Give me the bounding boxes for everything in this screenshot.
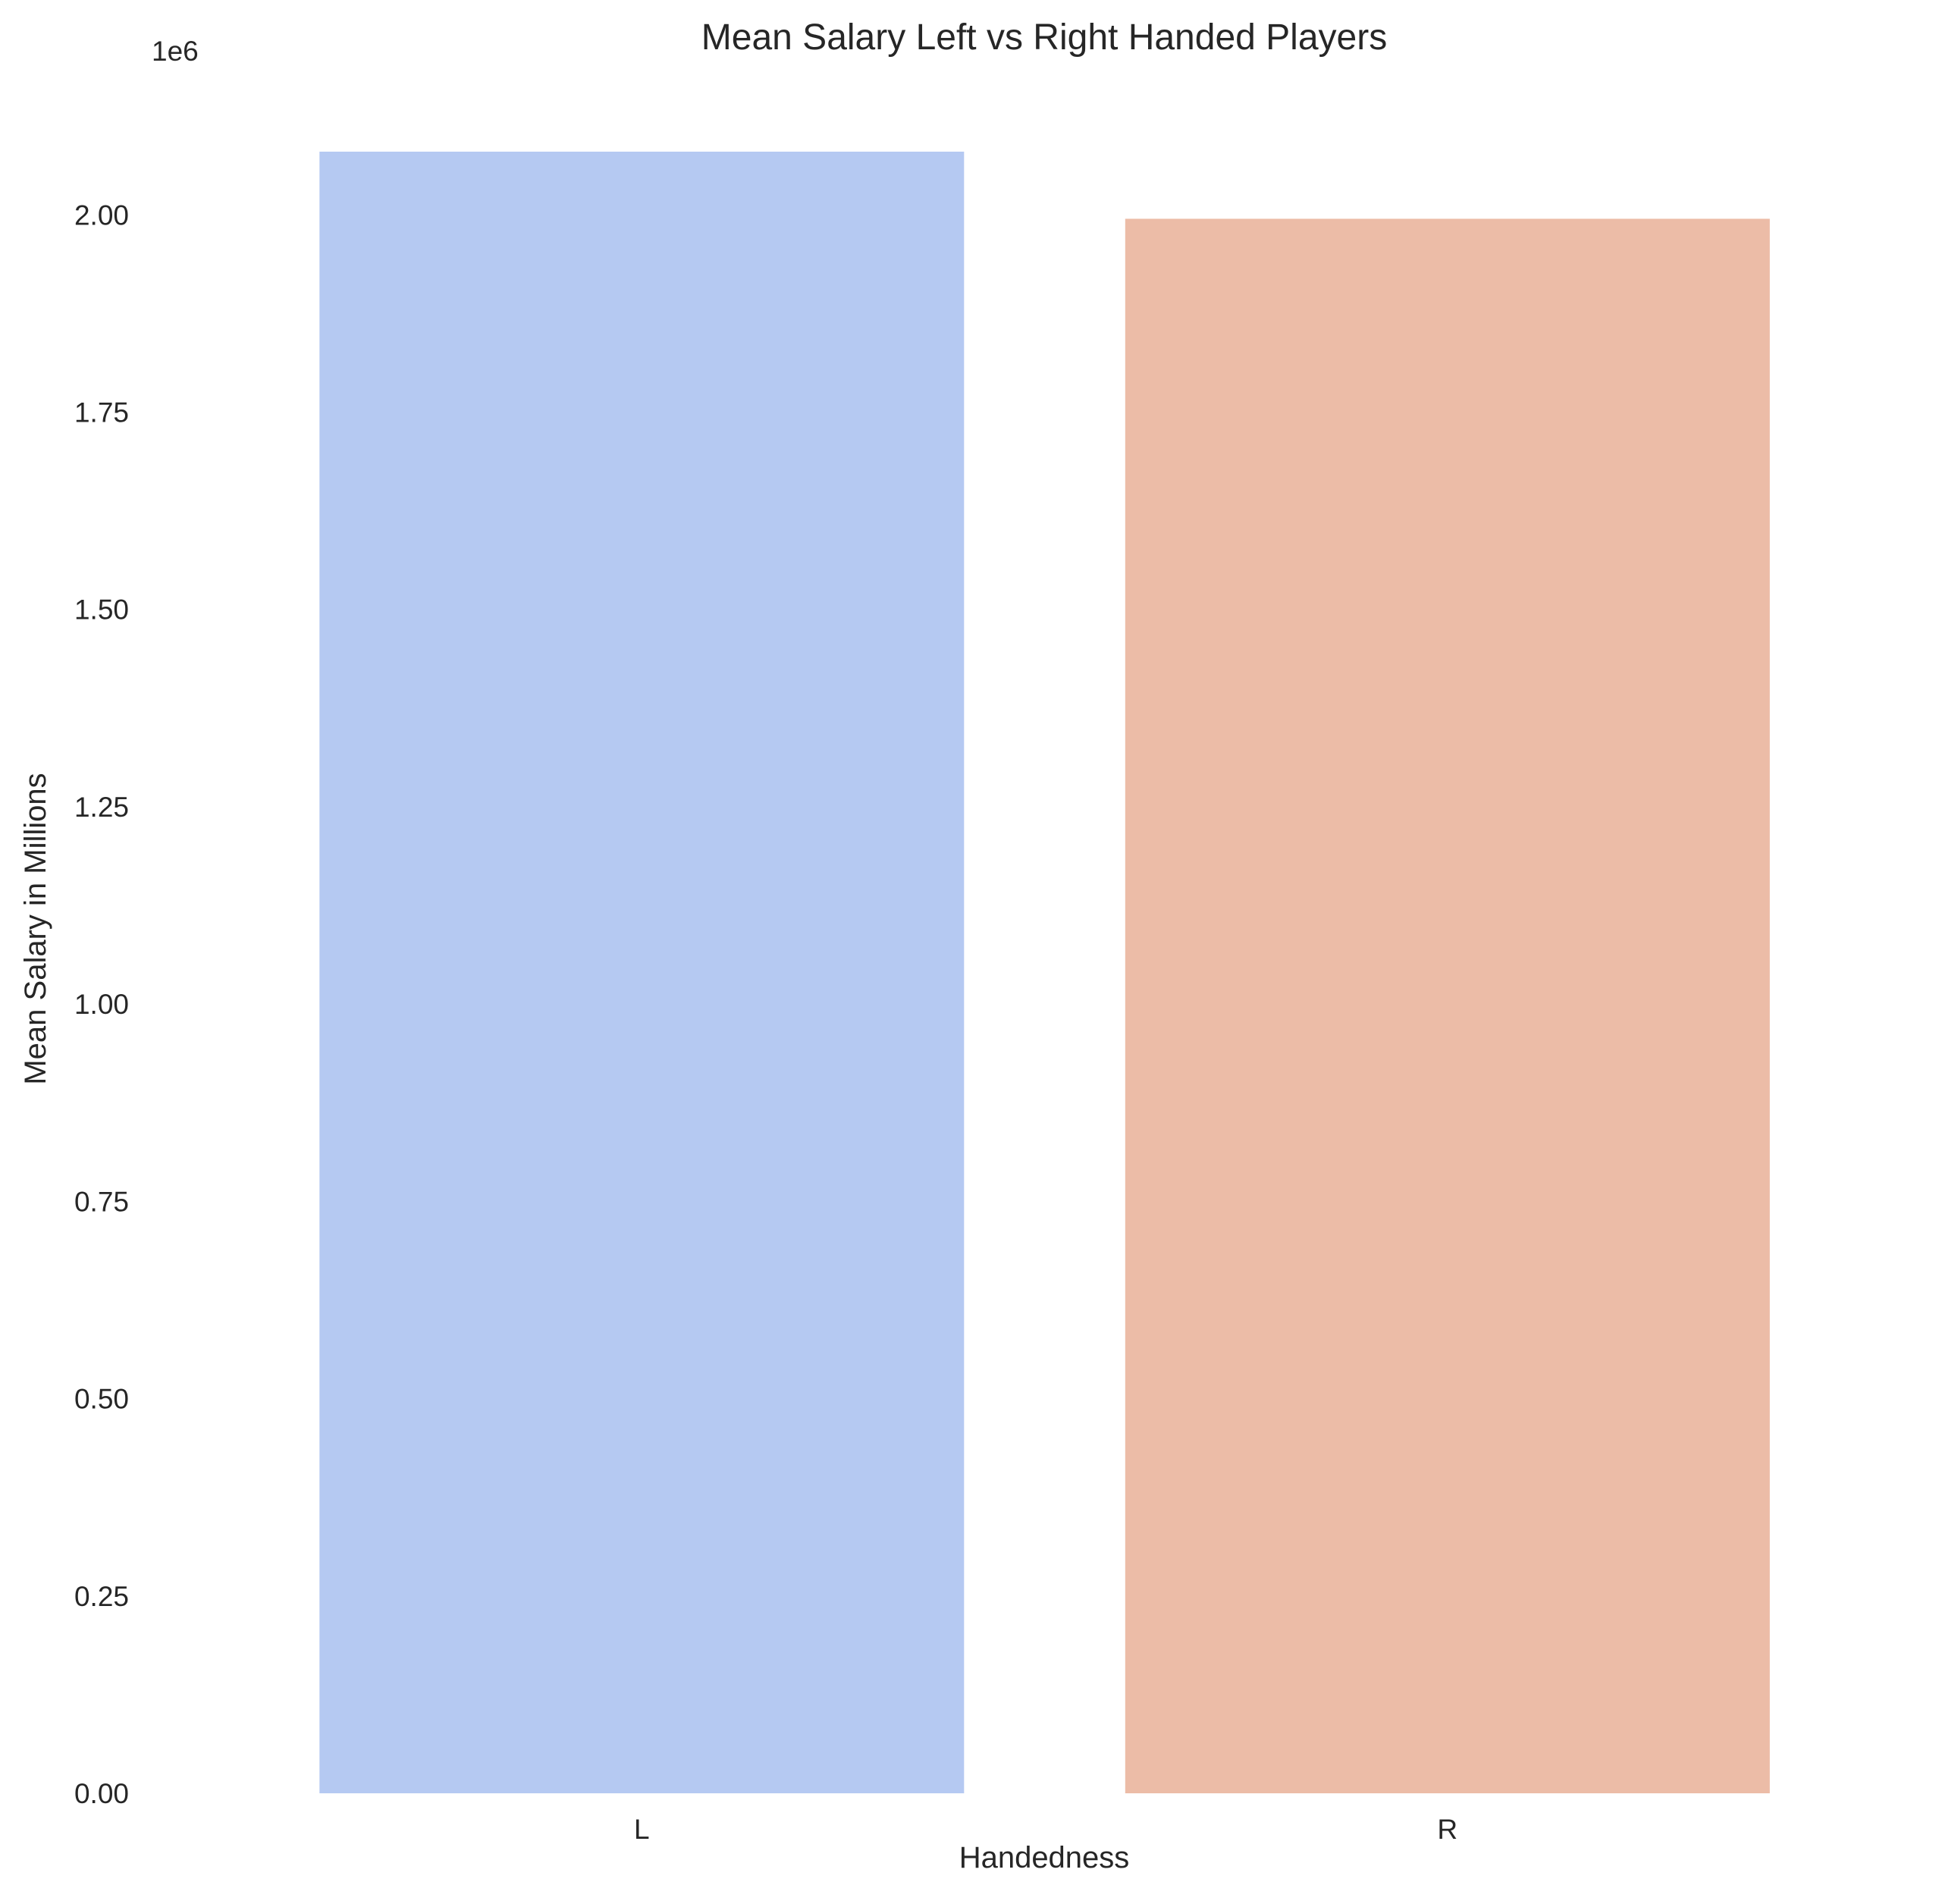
x-tick-label-l: L: [634, 1814, 650, 1845]
chart-title: Mean Salary Left vs Right Handed Players: [701, 17, 1387, 58]
bar-l: [319, 152, 965, 1793]
y-axis-offset-label: 1e6: [152, 36, 199, 67]
y-axis-label: Mean Salary in Millions: [19, 773, 52, 1084]
bar-r: [1125, 218, 1770, 1793]
bars-layer: [319, 152, 1770, 1793]
y-tick-label: 1.00: [74, 989, 129, 1020]
y-tick-label: 0.00: [74, 1778, 129, 1809]
y-tick-label: 2.00: [74, 199, 129, 231]
y-axis-ticks: 0.00 0.25 0.50 0.75 1.00 1.25 1.50 1.75 2.00: [74, 199, 129, 1809]
x-tick-label-r: R: [1437, 1814, 1457, 1845]
y-tick-label: 1.25: [74, 792, 129, 823]
y-tick-label: 0.75: [74, 1186, 129, 1217]
y-tick-label: 1.50: [74, 594, 129, 626]
y-tick-label: 0.50: [74, 1384, 129, 1415]
x-axis-label: Handedness: [959, 1841, 1130, 1874]
y-tick-label: 1.75: [74, 397, 129, 428]
y-tick-label: 0.25: [74, 1581, 129, 1612]
